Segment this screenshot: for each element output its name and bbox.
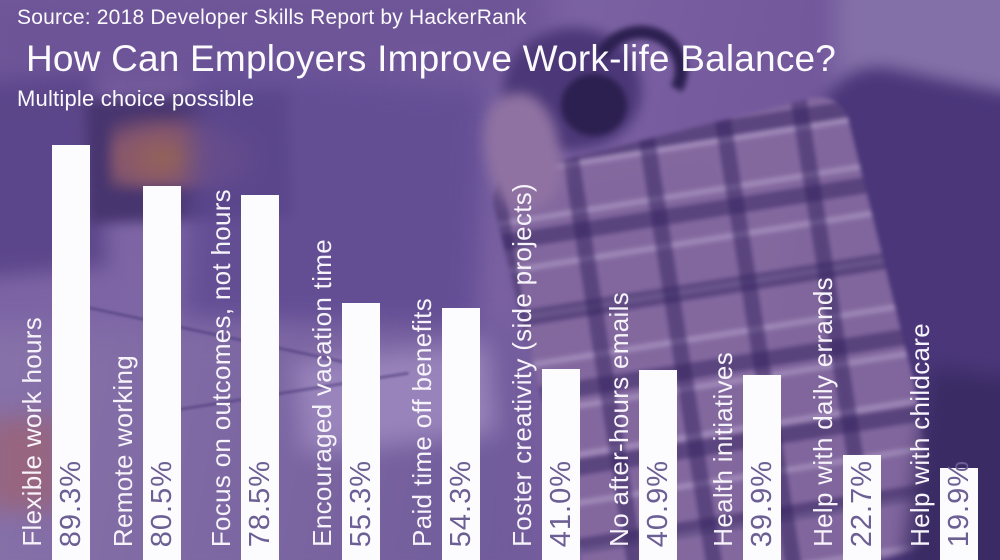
- bar-value-label: 40.9%: [642, 459, 674, 547]
- bar-value-label: 22.7%: [846, 459, 878, 547]
- bar-category-label: No after-hours emails: [604, 292, 634, 547]
- bar-category-label: Encouraged vacation time: [307, 239, 337, 547]
- bar-category-label: Flexible work hours: [17, 317, 47, 547]
- bar-value-label: 41.0%: [545, 459, 577, 547]
- source-line: Source: 2018 Developer Skills Report by …: [17, 6, 527, 29]
- bar-value-label: 54.3%: [445, 459, 477, 547]
- bar-value-label: 89.3%: [55, 459, 87, 547]
- bar-category-label: Remote working: [108, 354, 138, 547]
- page-title: How Can Employers Improve Work-life Bala…: [26, 38, 837, 79]
- bar-value-label: 55.3%: [345, 459, 377, 547]
- bar-value-label: 80.5%: [146, 459, 178, 547]
- bar-category-label: Help with childcare: [905, 323, 935, 547]
- bar-value-label: 78.5%: [244, 459, 276, 547]
- bar-category-label: Help with daily errands: [808, 277, 838, 547]
- bar-category-label: Health initiatives: [708, 352, 738, 547]
- bar-category-label: Focus on outcomes, not hours: [206, 188, 236, 547]
- chart-subtitle: Multiple choice possible: [17, 86, 255, 111]
- bar-value-label: 39.9%: [746, 459, 778, 547]
- bar-category-label: Foster creativity (side projects): [507, 183, 537, 547]
- bar-category-label: Paid time off benefits: [407, 298, 437, 547]
- bar-value-label: 19.9%: [943, 459, 975, 547]
